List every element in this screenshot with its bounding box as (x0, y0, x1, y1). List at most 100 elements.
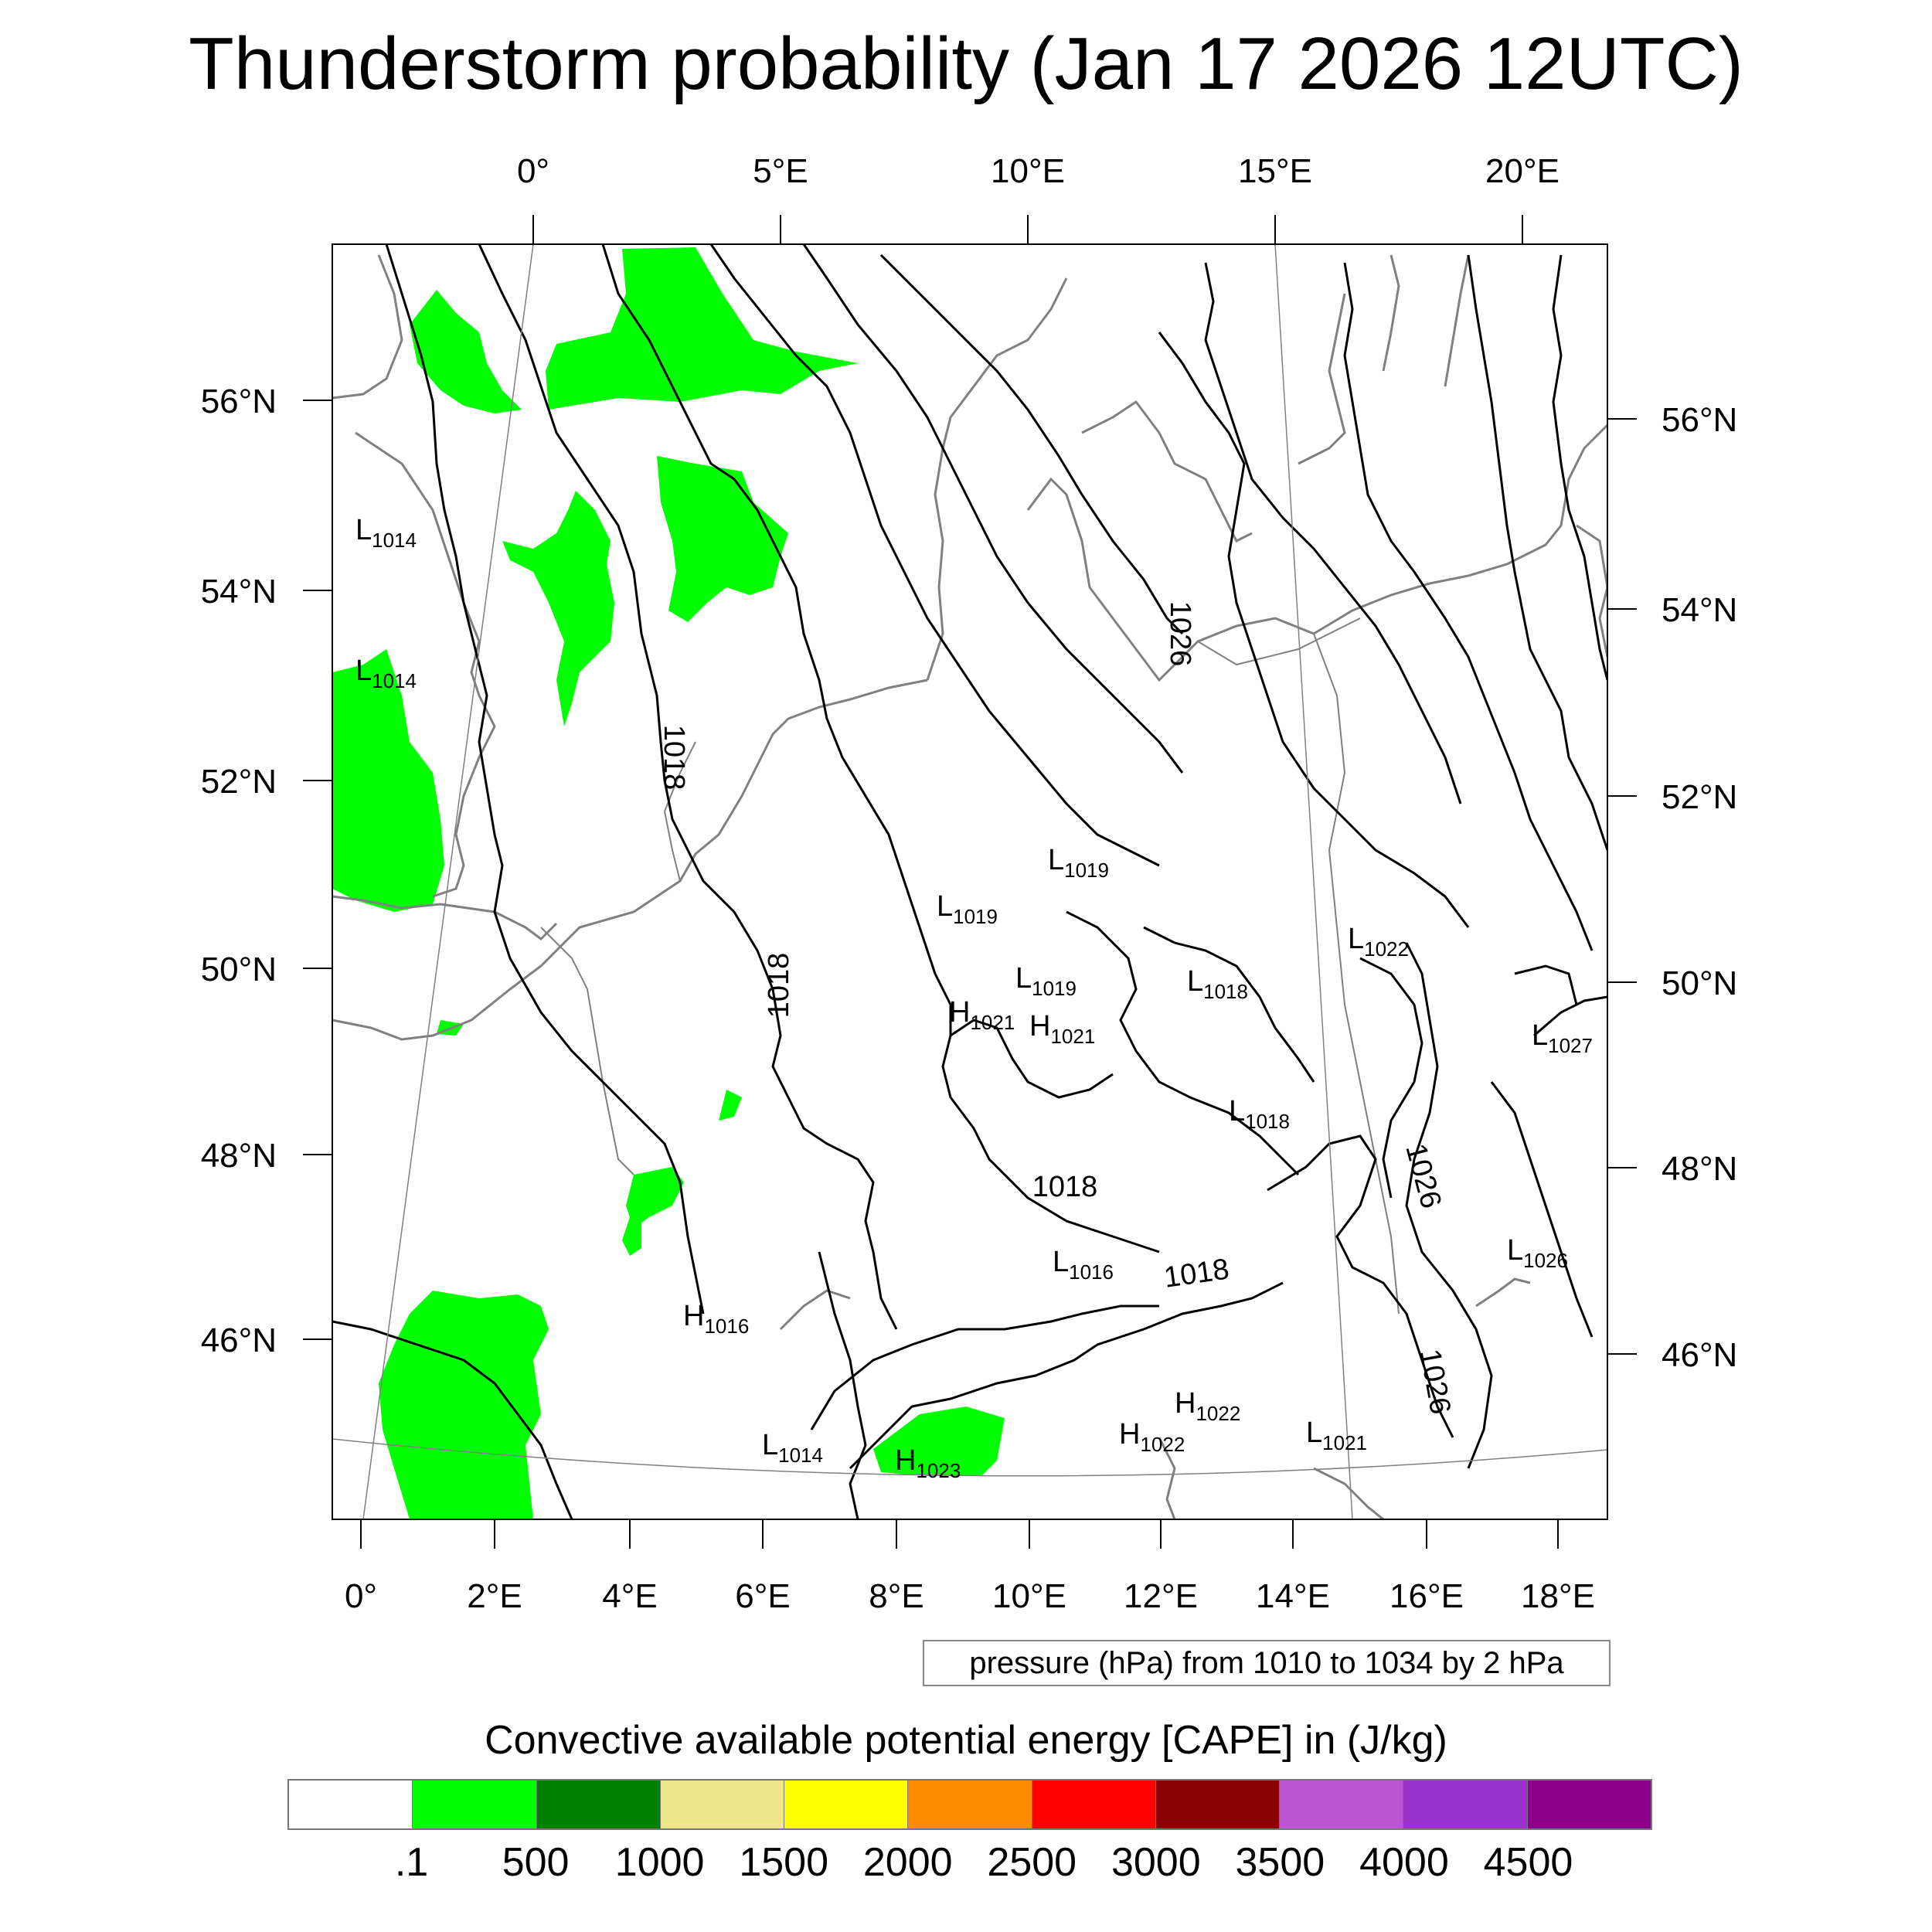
colorbar-swatch (1280, 1781, 1404, 1828)
top-lon-label: 5°E (753, 152, 808, 190)
isobar (802, 244, 1184, 774)
left-lat-label: 56°N (201, 383, 277, 420)
isobar (849, 1281, 1284, 1470)
cape-area (873, 1406, 1005, 1476)
cape-area (546, 247, 858, 410)
colorbar-label: 1500 (739, 1840, 829, 1885)
right-lat-label: 50°N (1662, 964, 1737, 1002)
bottom-lon-label: 14°E (1256, 1577, 1330, 1615)
pressure-center: L1026 (1507, 1234, 1568, 1272)
pressure-center: L1022 (1348, 923, 1409, 961)
isobar (1533, 995, 1607, 1037)
chart-title: Thunderstorm probability (Jan 17 2026 12… (189, 22, 1743, 105)
top-lon-label: 15°E (1238, 152, 1312, 190)
isobar (385, 244, 705, 1315)
cape-area (657, 456, 788, 622)
parallel-44n (332, 1438, 1607, 1477)
pressure-center: L1016 (1053, 1246, 1114, 1284)
cape-area (379, 1291, 549, 1519)
isobar (818, 1251, 867, 1519)
pressure-center: L1014 (355, 655, 417, 692)
isobar (1343, 262, 1594, 951)
cape-area (410, 290, 522, 413)
isobar (950, 1019, 1114, 1099)
isobar (1405, 942, 1493, 1469)
colorbar-swatch (660, 1781, 785, 1828)
coastline (926, 277, 1068, 681)
cape-area (622, 1217, 641, 1256)
pressure-center: H1021 (1029, 1010, 1095, 1048)
isobar (1158, 332, 1470, 928)
coastline (1576, 524, 1607, 658)
coastlines (332, 254, 1607, 1519)
isobar (1467, 254, 1607, 851)
colorbar-swatch (289, 1781, 413, 1828)
border (1313, 633, 1400, 1315)
top-lon-labels: 0° 5°E 10°E 15°E 20°E (517, 152, 1560, 190)
top-lon-label: 10°E (991, 152, 1065, 190)
right-lat-label: 46°N (1662, 1336, 1737, 1374)
left-lat-label: 54°N (201, 573, 277, 611)
colorbar-title: Convective available potential energy [C… (485, 1718, 1447, 1763)
colorbar-swatch (1403, 1781, 1528, 1828)
right-lat-label: 54°N (1662, 591, 1737, 629)
right-lat-label: 56°N (1662, 401, 1737, 439)
colorbar-label: 2500 (987, 1840, 1077, 1885)
border (1197, 617, 1361, 666)
colorbar-swatch (1527, 1781, 1651, 1828)
bottom-lon-label: 16°E (1389, 1577, 1464, 1615)
isobar (1552, 254, 1607, 681)
right-lat-label: 48°N (1662, 1150, 1737, 1188)
pressure-center: H1016 (683, 1300, 749, 1338)
isobar-label: 1026 (1164, 601, 1196, 667)
pressure-center: L1018 (1187, 965, 1248, 1003)
border (663, 741, 696, 882)
coastline (332, 679, 928, 1041)
left-lat-label: 50°N (201, 951, 277, 988)
colorbar-label: 500 (502, 1840, 570, 1885)
colorbar (287, 1779, 1652, 1830)
colorbar-label: 4500 (1483, 1840, 1573, 1885)
colorbar-label: 3000 (1111, 1840, 1201, 1885)
coastline (332, 895, 558, 940)
isobar (709, 244, 1160, 867)
left-lat-label: 48°N (201, 1137, 277, 1175)
left-lat-labels: 56°N 54°N 52°N 50°N 48°N 46°N (201, 383, 277, 1359)
pressure-center: H1022 (1175, 1387, 1240, 1425)
cape-areas (332, 247, 1005, 1519)
coastline (355, 431, 496, 898)
coastline (779, 1289, 851, 1331)
bottom-lon-label: 0° (345, 1577, 377, 1615)
right-lat-labels: 56°N 54°N 52°N 50°N 48°N 46°N (1662, 401, 1737, 1374)
colorbar-label: 3500 (1235, 1840, 1325, 1885)
pressure-center: L1027 (1532, 1019, 1593, 1057)
cape-area (502, 491, 614, 726)
colorbar-label: 2000 (862, 1840, 953, 1885)
pressure-center: L1018 (1229, 1095, 1290, 1133)
bottom-lon-label: 10°E (992, 1577, 1066, 1615)
country-borders (540, 617, 1400, 1315)
bottom-lon-label: 18°E (1521, 1577, 1595, 1615)
graticule (332, 244, 1607, 1519)
coastline (1382, 254, 1400, 372)
coastline (1444, 254, 1470, 387)
meridian-15e (1274, 244, 1353, 1519)
left-lat-label: 52°N (201, 763, 277, 801)
isobar (1359, 957, 1423, 1199)
isobar-labels: 1018 1018 1018 1018 1026 1026 1026 (658, 601, 1457, 1417)
isobar (478, 244, 898, 1330)
cape-area (332, 649, 444, 912)
cape-area (626, 1167, 684, 1229)
isobar (1490, 1081, 1594, 1338)
bottom-lon-label: 12°E (1124, 1577, 1198, 1615)
colorbar-swatch (1032, 1781, 1156, 1828)
isobar (879, 253, 1184, 635)
isobar (1514, 964, 1578, 1005)
colorbar-swatch (413, 1781, 537, 1828)
colorbar-swatch (1155, 1781, 1281, 1828)
bottom-lon-label: 8°E (869, 1577, 923, 1615)
isobar (1204, 262, 1462, 804)
bottom-lon-labels: 0° 2°E 4°E 6°E 8°E 10°E 12°E 14°E 16°E 1… (345, 1577, 1595, 1615)
isobar (1143, 926, 1315, 1083)
